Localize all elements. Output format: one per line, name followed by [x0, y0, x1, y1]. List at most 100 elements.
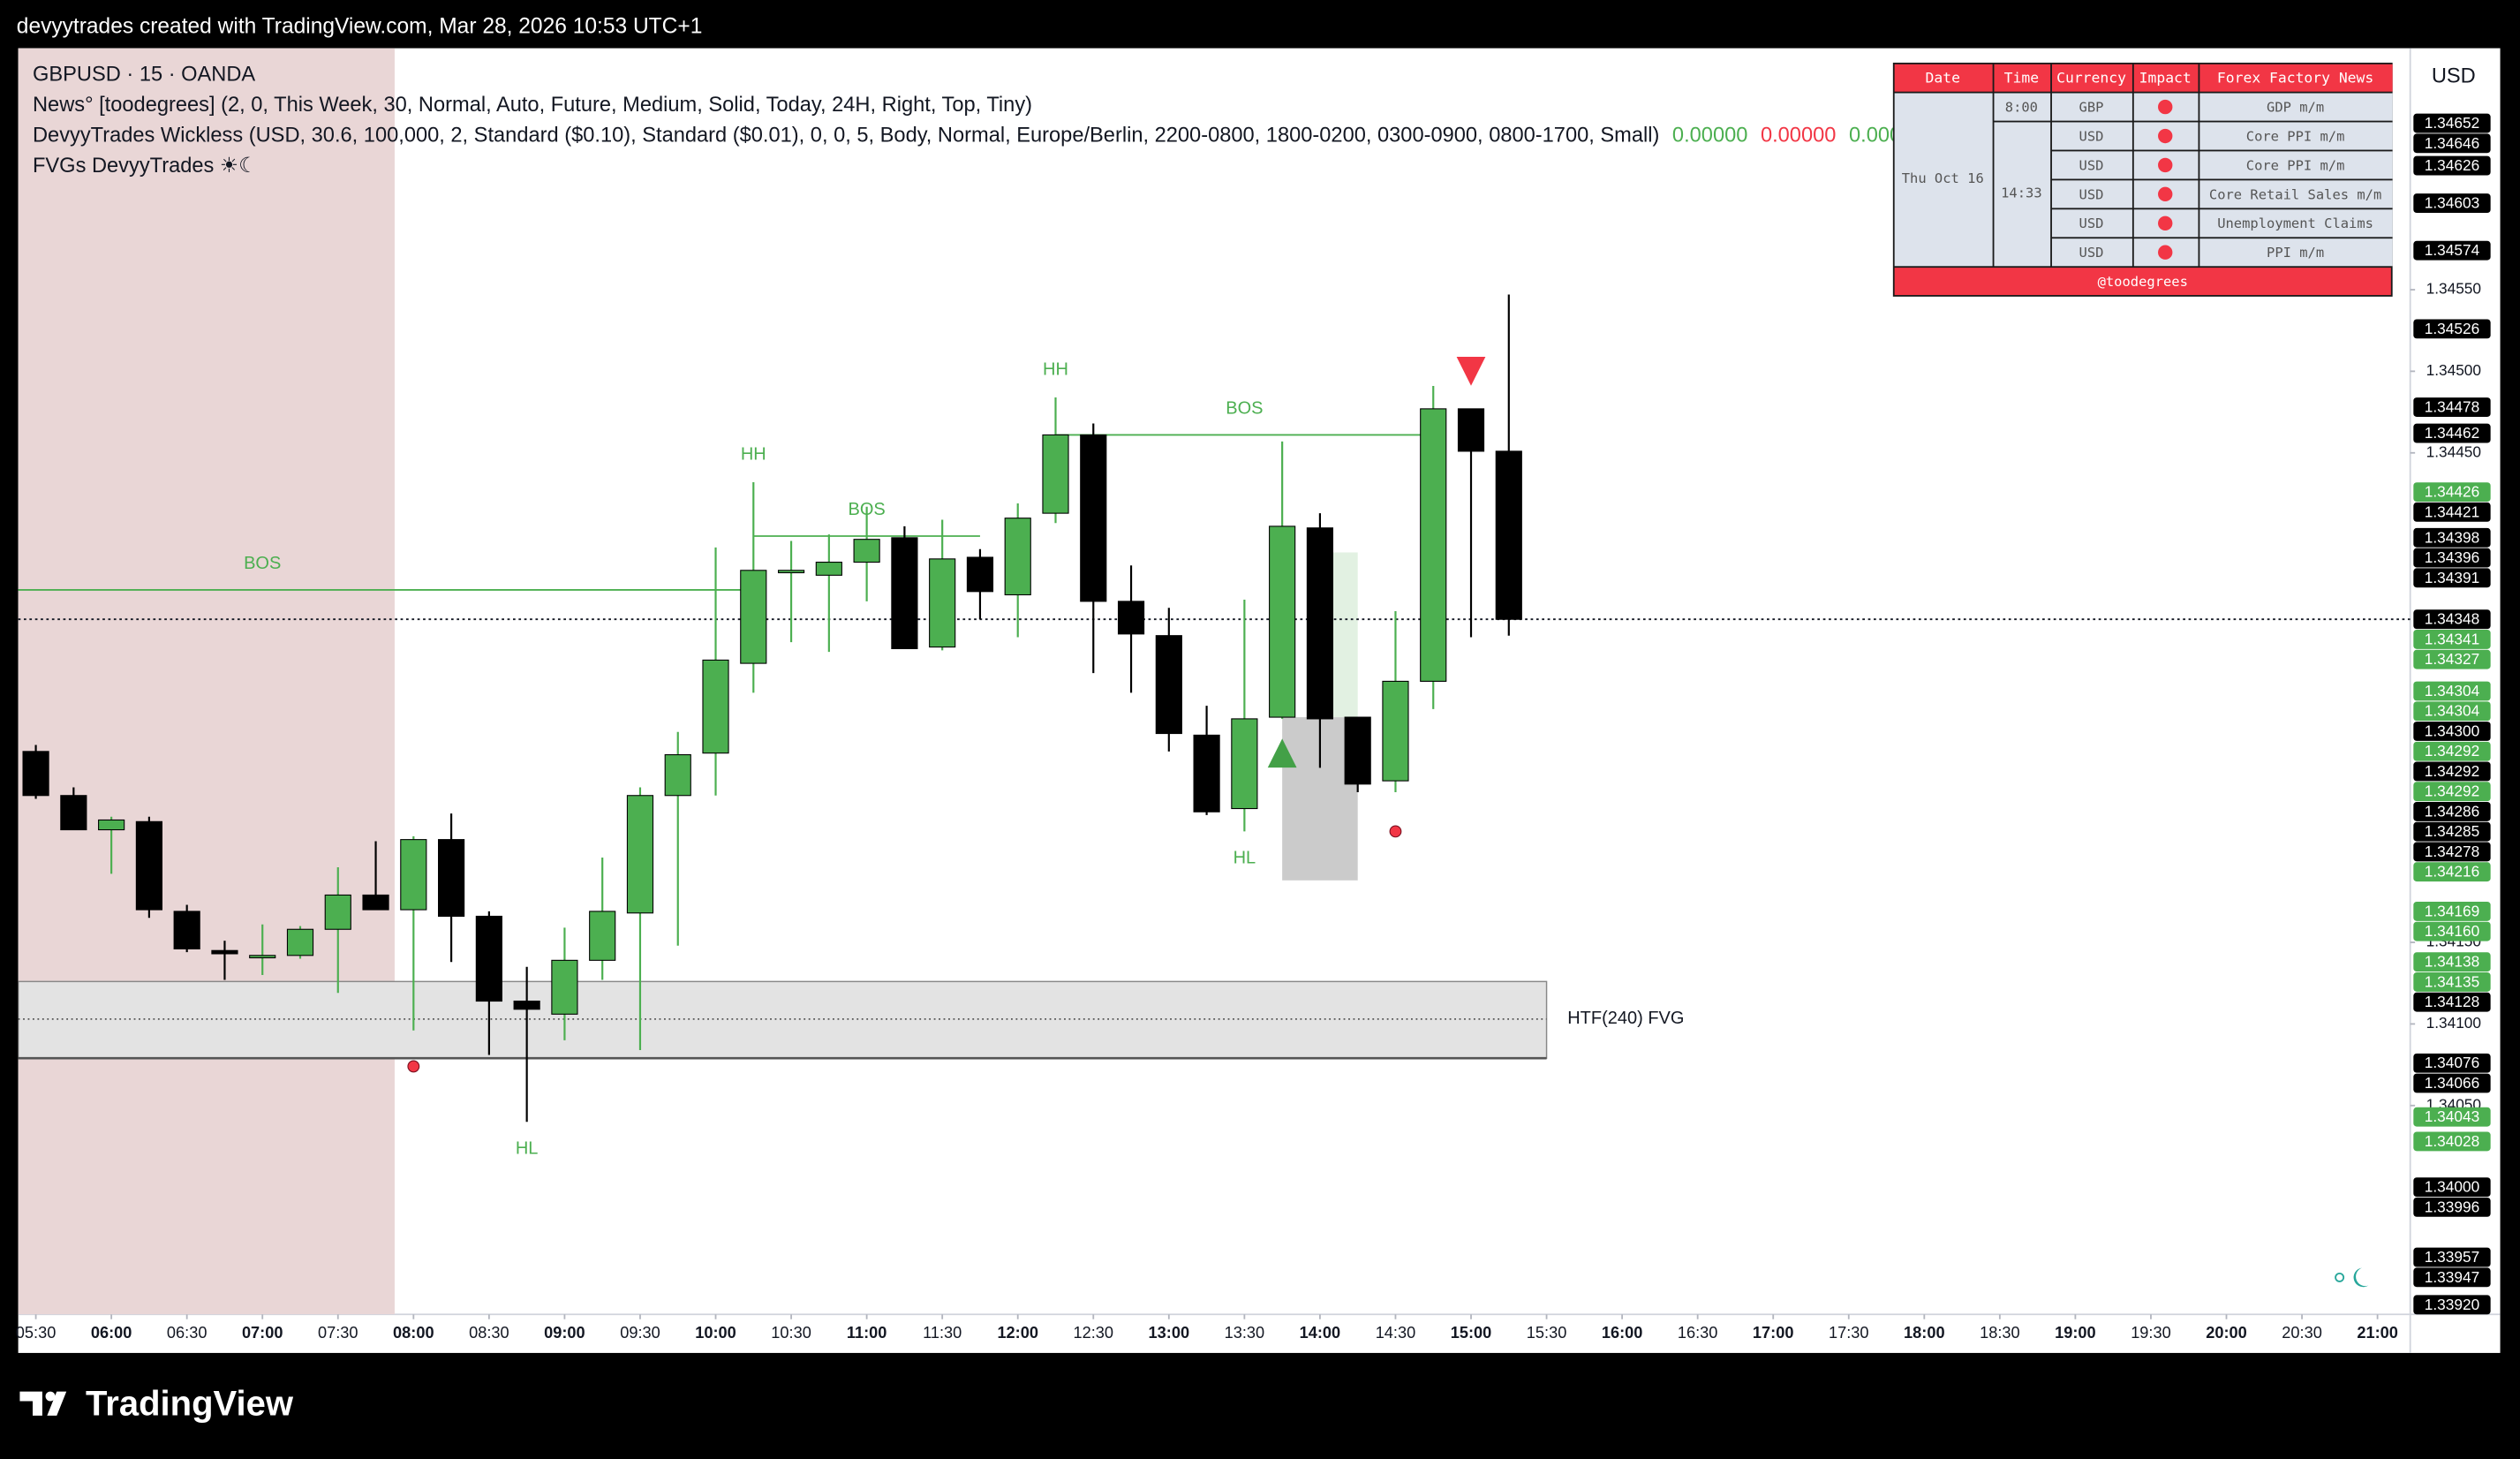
x-tick-label: 07:30 — [318, 1324, 358, 1342]
price-label: 1.34396 — [2425, 548, 2479, 566]
x-tick-label: 21:00 — [2357, 1324, 2398, 1342]
price-label-bg — [2413, 921, 2491, 941]
price-label-bg — [2413, 482, 2491, 503]
y-tick-label: 1.34550 — [2426, 280, 2481, 298]
y-tick-label: 1.34100 — [2426, 1014, 2481, 1032]
price-label-bg — [2413, 741, 2491, 761]
date-text: Thu Oct 16 — [1902, 170, 1984, 186]
price-label: 1.34076 — [2425, 1054, 2479, 1071]
pivot-label: HL — [1234, 849, 1256, 868]
x-tick-label: 08:00 — [393, 1324, 434, 1342]
event-text: PPI m/m — [2267, 245, 2324, 261]
event-cell — [2051, 238, 2132, 267]
event-text: Core Retail Sales m/m — [2209, 186, 2381, 202]
theme-icon[interactable] — [2335, 1267, 2369, 1288]
price-label: 1.33920 — [2425, 1296, 2479, 1313]
price-label-bg — [2413, 502, 2491, 522]
legend-indicator: News° [toodegrees] (2, 0, This Week, 30,… — [33, 94, 1032, 117]
price-label-bg — [2413, 782, 2491, 802]
price-label-bg — [2413, 113, 2491, 133]
candle-body — [1117, 601, 1145, 635]
candle-body — [98, 819, 125, 831]
sun-icon — [2335, 1272, 2345, 1282]
event-text: Core PPI m/m — [2246, 128, 2345, 144]
price-label-bg — [2413, 842, 2491, 862]
price-label: 1.34421 — [2425, 503, 2479, 520]
x-tick-label: 16:00 — [1602, 1324, 1643, 1342]
impact-dot — [2158, 128, 2173, 144]
price-label: 1.33947 — [2425, 1268, 2479, 1286]
header-text: Time — [2004, 70, 2039, 87]
legend-value: 0.00000 — [1672, 125, 1747, 147]
event-cell — [2199, 93, 2393, 121]
legend-value: 0.00000 — [1761, 125, 1836, 147]
currency-text: USD — [2079, 215, 2104, 231]
brand[interactable]: TradingView — [19, 1385, 294, 1424]
candle-body — [400, 839, 427, 911]
candle-body — [702, 659, 729, 754]
x-tick-label: 12:30 — [1074, 1324, 1114, 1342]
price-label-bg — [2413, 568, 2491, 588]
x-tick-label: 18:30 — [1980, 1324, 2020, 1342]
candle-body — [22, 751, 49, 797]
candle-body — [551, 959, 578, 1015]
x-tick-label: 12:00 — [997, 1324, 1038, 1342]
price-label: 1.34043 — [2425, 1107, 2479, 1125]
currency-text: USD — [2079, 157, 2104, 173]
price-label-bg — [2413, 193, 2491, 214]
pivot-label: HH — [1043, 359, 1068, 379]
price-label: 1.34169 — [2425, 902, 2479, 919]
event-text: Unemployment Claims — [2217, 215, 2373, 231]
candle-body — [929, 558, 956, 648]
zone — [18, 980, 1548, 1059]
price-label-bg — [2413, 133, 2491, 154]
price-label: 1.34574 — [2425, 241, 2480, 259]
header-cell — [2133, 64, 2199, 92]
candle-body — [324, 894, 351, 930]
price-label: 1.34391 — [2425, 569, 2479, 586]
candle-body — [1004, 518, 1031, 596]
candle-body — [1306, 527, 1334, 720]
header-cell — [2199, 64, 2393, 92]
price-label: 1.34603 — [2425, 194, 2479, 212]
bos-label: BOS — [244, 554, 281, 573]
price-label-bg — [2413, 649, 2491, 669]
currency-label[interactable]: USD — [2432, 65, 2476, 88]
event-text: Core PPI m/m — [2246, 157, 2345, 173]
x-tick-label: 09:30 — [620, 1324, 660, 1342]
price-label: 1.34135 — [2425, 972, 2479, 990]
event-cell — [2199, 209, 2393, 238]
candle-body — [815, 562, 842, 576]
candle-body — [1269, 525, 1296, 718]
price-label: 1.34292 — [2425, 742, 2479, 760]
candle-body — [740, 570, 767, 664]
price-label-bg — [2413, 1131, 2491, 1152]
legend-indicator-text: News° [toodegrees] (2, 0, This Week, 30,… — [33, 94, 1032, 117]
signal-dot — [1389, 825, 1402, 838]
event-cell — [2199, 238, 2393, 267]
brand-name: TradingView — [86, 1385, 294, 1424]
signal-triangle — [1267, 738, 1297, 768]
legend-indicator-text: DevyyTrades Wickless (USD, 30.6, 100,000… — [33, 125, 1659, 147]
event-cell — [2051, 93, 2132, 121]
x-tick-label: 11:30 — [923, 1324, 962, 1342]
impact-dot — [2158, 245, 2173, 260]
price-label: 1.34138 — [2425, 953, 2479, 971]
price-label: 1.34028 — [2425, 1132, 2479, 1150]
price-label: 1.34478 — [2425, 398, 2479, 416]
price-label: 1.34160 — [2425, 922, 2479, 940]
x-tick-label: 20:30 — [2282, 1324, 2322, 1342]
x-tick-label: 18:00 — [1904, 1324, 1945, 1342]
price-label-bg — [2413, 1247, 2491, 1267]
legend-indicator: FVGs DevyyTrades ☀︎☾ — [33, 155, 257, 178]
price-label-bg — [2413, 862, 2491, 882]
event-cell — [2199, 151, 2393, 179]
price-label-bg — [2413, 821, 2491, 842]
candle-body — [1155, 635, 1182, 735]
x-tick-label: 13:30 — [1225, 1324, 1265, 1342]
price-label-bg — [2413, 397, 2491, 417]
price-label-bg — [2413, 423, 2491, 443]
candle-body — [589, 911, 616, 961]
axes: 05:30 06:00 06:30 07:00 07:30 08:00 08:30 09:00… — [16, 113, 2491, 1342]
